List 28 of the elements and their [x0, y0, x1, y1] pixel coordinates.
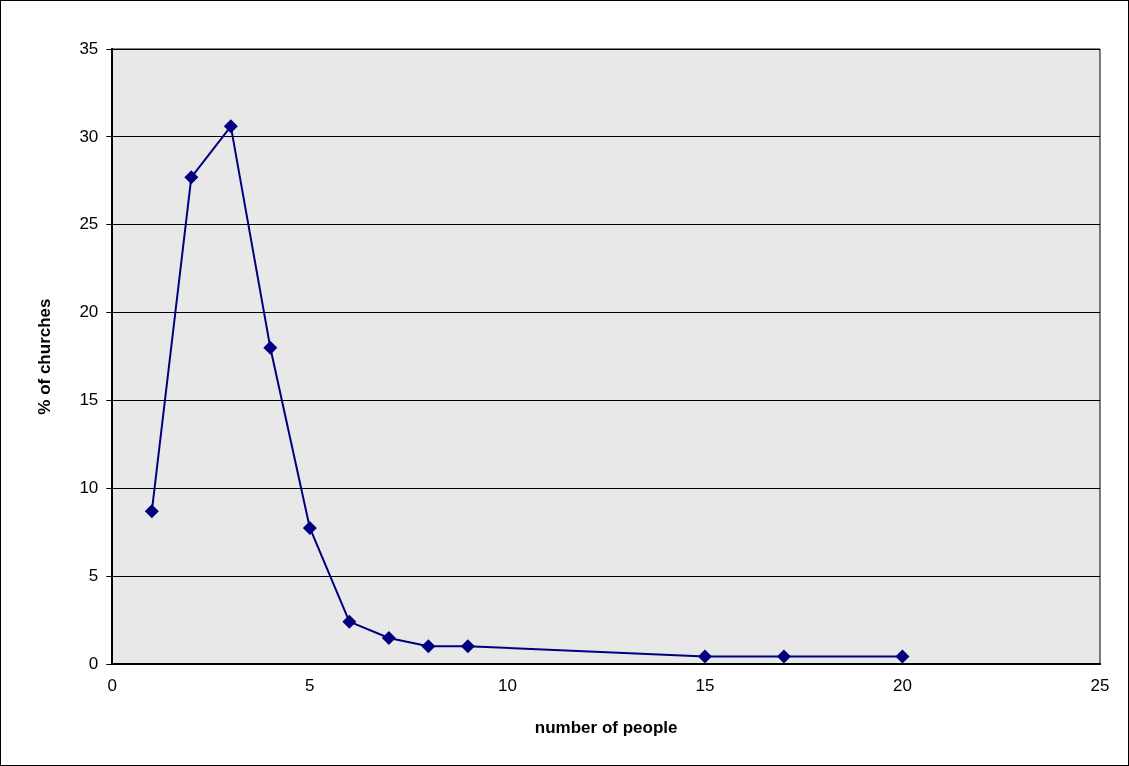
- point: [776, 649, 791, 664]
- x-tick-label: 5: [305, 676, 315, 696]
- point: [697, 649, 712, 664]
- x-tick-label: 10: [497, 676, 517, 696]
- y-tick-label: 30: [79, 126, 99, 146]
- point: [895, 649, 910, 664]
- point: [184, 170, 199, 185]
- point: [223, 119, 238, 134]
- x-axis-title: number of people: [534, 718, 678, 738]
- y-tick-label: 10: [79, 478, 99, 498]
- point: [460, 639, 475, 654]
- x-tick-label: 25: [1090, 676, 1110, 696]
- point: [263, 340, 278, 355]
- point: [144, 504, 159, 519]
- point: [342, 614, 357, 629]
- point: [421, 639, 436, 654]
- x-tick-label: 15: [695, 676, 715, 696]
- y-tick-label: 20: [79, 302, 99, 322]
- y-tick-label: 35: [79, 38, 99, 58]
- x-tick-label: 0: [107, 676, 118, 696]
- y-tick-label: 15: [79, 390, 99, 410]
- point: [302, 520, 317, 535]
- y-tick-label: 25: [79, 214, 99, 234]
- y-axis-title: % of churches: [34, 298, 54, 415]
- y-tick-label: 5: [88, 566, 99, 585]
- x-tick-label: 20: [893, 676, 912, 696]
- point: [381, 631, 396, 646]
- y-tick-label: 0: [88, 653, 99, 673]
